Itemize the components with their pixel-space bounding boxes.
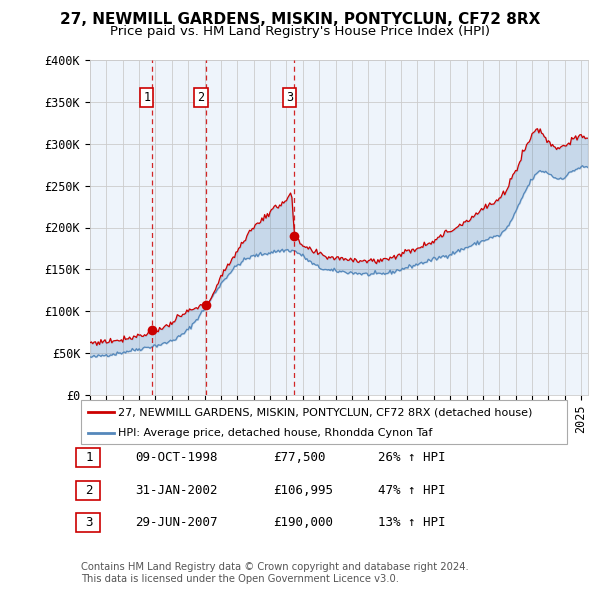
Text: £77,500: £77,500 bbox=[273, 451, 325, 464]
Text: 3: 3 bbox=[85, 516, 92, 529]
Text: 1: 1 bbox=[143, 91, 151, 104]
Text: 09-OCT-1998: 09-OCT-1998 bbox=[135, 451, 218, 464]
Text: £190,000: £190,000 bbox=[273, 516, 333, 529]
Text: 2: 2 bbox=[85, 484, 92, 497]
Text: 27, NEWMILL GARDENS, MISKIN, PONTYCLUN, CF72 8RX: 27, NEWMILL GARDENS, MISKIN, PONTYCLUN, … bbox=[60, 12, 540, 27]
Text: 1: 1 bbox=[85, 451, 92, 464]
Text: £106,995: £106,995 bbox=[273, 484, 333, 497]
Text: HPI: Average price, detached house, Rhondda Cynon Taf: HPI: Average price, detached house, Rhon… bbox=[118, 428, 433, 438]
Text: 47% ↑ HPI: 47% ↑ HPI bbox=[378, 484, 445, 497]
Text: 29-JUN-2007: 29-JUN-2007 bbox=[135, 516, 218, 529]
Text: Price paid vs. HM Land Registry's House Price Index (HPI): Price paid vs. HM Land Registry's House … bbox=[110, 25, 490, 38]
Text: 31-JAN-2002: 31-JAN-2002 bbox=[135, 484, 218, 497]
Text: 26% ↑ HPI: 26% ↑ HPI bbox=[378, 451, 445, 464]
Text: 13% ↑ HPI: 13% ↑ HPI bbox=[378, 516, 445, 529]
Text: 27, NEWMILL GARDENS, MISKIN, PONTYCLUN, CF72 8RX (detached house): 27, NEWMILL GARDENS, MISKIN, PONTYCLUN, … bbox=[118, 408, 533, 417]
Text: This data is licensed under the Open Government Licence v3.0.: This data is licensed under the Open Gov… bbox=[81, 574, 399, 584]
Text: 3: 3 bbox=[286, 91, 293, 104]
Text: 2: 2 bbox=[197, 91, 205, 104]
Text: Contains HM Land Registry data © Crown copyright and database right 2024.: Contains HM Land Registry data © Crown c… bbox=[81, 562, 469, 572]
